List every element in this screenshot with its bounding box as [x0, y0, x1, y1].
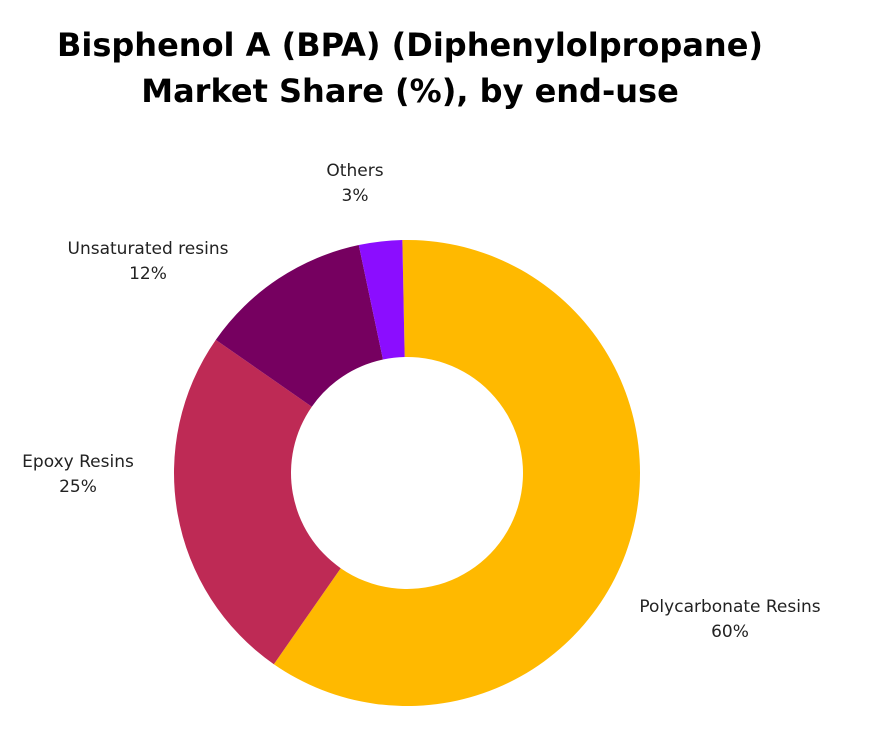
slice-value-label: 25% [59, 477, 97, 497]
chart-title-line-2: Market Share (%), by end-use [141, 72, 679, 110]
slice-value-label: 12% [129, 264, 167, 284]
slice-others [358, 240, 405, 360]
slice-label: Others [326, 161, 383, 181]
labels-layer: Polycarbonate Resins 60% Epoxy Resins 25% Un… [22, 161, 821, 642]
slice-label: Polycarbonate Resins [639, 597, 820, 617]
slice-label: Epoxy Resins [22, 452, 134, 472]
slice-value-label: 60% [711, 622, 749, 642]
slice-value-label: 3% [342, 186, 369, 206]
slice-epoxy-resins [174, 339, 341, 665]
slice-polycarbonate-resins [273, 240, 641, 707]
chart-title: Bisphenol A (BPA) (Diphenylolpropane) Ma… [0, 22, 820, 114]
chart-title-line-1: Bisphenol A (BPA) (Diphenylolpropane) [56, 26, 764, 64]
slice-unsaturated-resins [215, 245, 383, 407]
slice-label: Unsaturated resins [68, 239, 229, 259]
slices-layer [174, 240, 641, 707]
